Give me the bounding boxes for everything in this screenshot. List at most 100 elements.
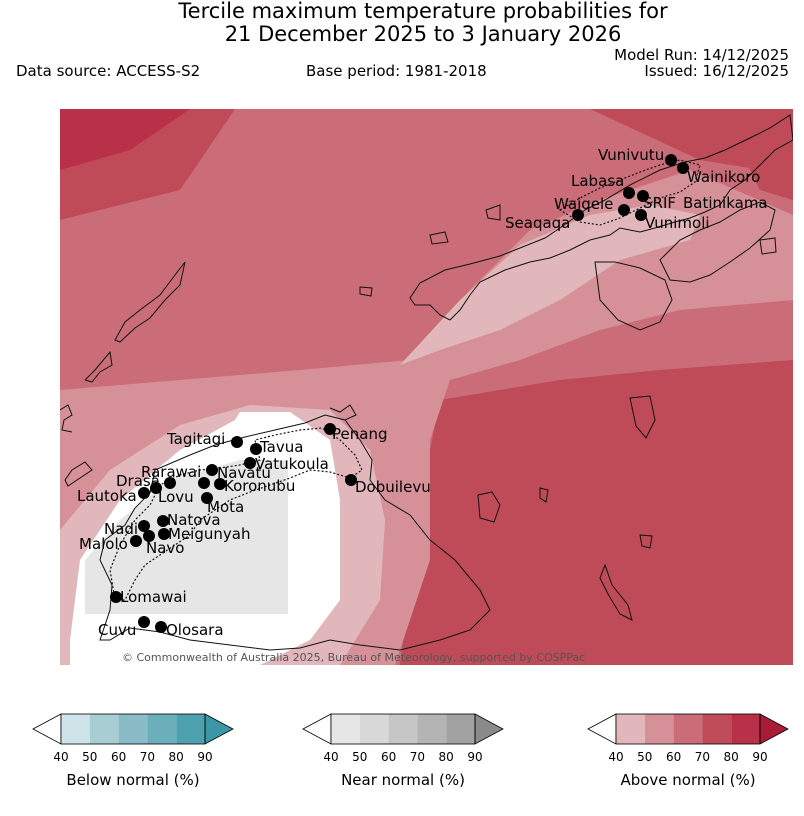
above-40-50-north-tongue bbox=[400, 205, 700, 365]
station-natova bbox=[157, 515, 169, 527]
near-normal-tick-90: 90 bbox=[467, 750, 482, 764]
label-koronubu: Koronubu bbox=[224, 477, 295, 495]
below-normal-tick-90: 90 bbox=[197, 750, 212, 764]
above-normal-tick-40: 40 bbox=[608, 750, 623, 764]
near-normal-swatch-50 bbox=[359, 714, 389, 744]
label-navatu: Navatu bbox=[217, 464, 271, 482]
below-normal-tick-60: 60 bbox=[111, 750, 126, 764]
station-meigunyah bbox=[158, 528, 170, 540]
station-wainikoro bbox=[677, 162, 689, 174]
label-lomawai: Lomawai bbox=[120, 588, 187, 606]
below-normal-tick-50: 50 bbox=[82, 750, 97, 764]
coast-vanua-levu bbox=[409, 114, 793, 321]
issued-date: Issued: 16/12/2025 bbox=[644, 62, 789, 80]
station-waiqele bbox=[618, 204, 630, 216]
coast-taveuni bbox=[659, 201, 776, 283]
below-normal-tick-70: 70 bbox=[140, 750, 155, 764]
station-mota bbox=[201, 492, 213, 504]
coast-island-3 bbox=[359, 286, 373, 297]
label-tavua: Tavua bbox=[259, 438, 303, 456]
station-lautoka bbox=[138, 487, 150, 499]
label-labasa: Labasa bbox=[571, 172, 624, 190]
copyright-notice: © Commonwealth of Australia 2025, Bureau… bbox=[122, 651, 585, 664]
above-normal-swatch-50 bbox=[644, 714, 674, 744]
label-vunimoli: Vunimoli bbox=[645, 214, 710, 232]
label-cuvu: Cuvu bbox=[98, 621, 136, 639]
coast-island-5 bbox=[485, 204, 501, 221]
below-normal-under-arrow bbox=[32, 713, 62, 745]
station-nadi bbox=[138, 520, 150, 532]
near-normal-frame bbox=[330, 713, 476, 745]
below-normal-swatch-50 bbox=[89, 714, 119, 744]
label-waiqele: Waiqele bbox=[554, 195, 613, 213]
station-vatukoula bbox=[244, 457, 256, 469]
above-normal-swatch-80 bbox=[731, 714, 760, 744]
label-srif: SRIF bbox=[643, 194, 676, 212]
label-meigunyah: Meigunyah bbox=[168, 525, 250, 543]
label-natova: Natova bbox=[167, 511, 221, 529]
near-normal-under-arrow bbox=[302, 713, 332, 745]
data-source: Data source: ACCESS-S2 bbox=[16, 62, 201, 80]
below-normal-colorbar: 40 50 60 70 80 90 Below normal (%) bbox=[32, 713, 234, 789]
near-normal-colorbar-title: Near normal (%) bbox=[341, 771, 465, 789]
above-normal-under-arrow bbox=[587, 713, 617, 745]
coast-island-6 bbox=[759, 237, 777, 255]
base-period: Base period: 1981-2018 bbox=[306, 62, 487, 80]
label-nadi: Nadi bbox=[104, 520, 138, 538]
below-normal-swatch-80 bbox=[176, 714, 205, 744]
station-labels: Vunivutu Wainikoro Labasa Waiqele SRIF B… bbox=[77, 146, 768, 639]
station-dobuilevu bbox=[345, 474, 357, 486]
coastlines bbox=[60, 114, 793, 651]
station-lomawai bbox=[110, 591, 122, 603]
colorbar-legends: 40 50 60 70 80 90 Below normal (%) 40 50 60 70 80 90… bbox=[32, 713, 789, 789]
above-normal-tick-80: 80 bbox=[724, 750, 739, 764]
station-navatu bbox=[206, 464, 218, 476]
label-dobuilevu: Dobuilevu bbox=[355, 478, 431, 496]
label-vatukoula: Vatukoula bbox=[255, 455, 329, 473]
near-normal-tick-70: 70 bbox=[410, 750, 425, 764]
above-60-70-northeast bbox=[740, 140, 793, 200]
above-normal-tick-70: 70 bbox=[695, 750, 710, 764]
below-normal-swatch-60 bbox=[118, 714, 148, 744]
station-penang bbox=[324, 423, 336, 435]
near-normal-swatch-60 bbox=[388, 714, 418, 744]
station-olosara bbox=[155, 621, 167, 633]
label-lovu: Lovu bbox=[158, 488, 194, 506]
label-vunivutu: Vunivutu bbox=[598, 146, 664, 164]
station-navo bbox=[143, 530, 155, 542]
station-seaqaqa bbox=[572, 209, 584, 221]
coast-island-2 bbox=[639, 534, 653, 549]
above-normal-over-arrow bbox=[759, 713, 789, 745]
near-normal-swatch-80 bbox=[446, 714, 475, 744]
coast-island-1 bbox=[539, 487, 549, 503]
below-normal-over-arrow bbox=[204, 713, 234, 745]
map-title: Tercile maximum temperature probabilitie… bbox=[0, 0, 804, 46]
station-koronubu-west bbox=[198, 477, 210, 489]
model-run: Model Run: 14/12/2025 bbox=[614, 46, 789, 64]
near-normal-swatch-70 bbox=[417, 714, 447, 744]
coast-beqa bbox=[477, 491, 501, 523]
coast-westerly-islands bbox=[60, 404, 73, 433]
boundary-northern-division bbox=[558, 159, 701, 226]
coast-koro-area bbox=[594, 261, 673, 331]
coast-reef-islet-1 bbox=[84, 350, 113, 383]
coast-kadavu bbox=[599, 563, 633, 621]
label-tagitagi: Tagitagi bbox=[166, 430, 225, 448]
station-tagitagi bbox=[231, 436, 243, 448]
near-normal-over-arrow bbox=[474, 713, 504, 745]
title-line-2: 21 December 2025 to 3 January 2026 bbox=[224, 22, 622, 46]
above-normal-tick-90: 90 bbox=[752, 750, 767, 764]
below-normal-tick-40: 40 bbox=[53, 750, 68, 764]
station-tavua bbox=[250, 443, 262, 455]
above-normal-swatch-60 bbox=[673, 714, 703, 744]
below-normal-frame bbox=[60, 713, 206, 745]
station-drasa bbox=[150, 482, 162, 494]
label-rarawai: Rarawai bbox=[141, 463, 201, 481]
above-normal-colorbar: 40 50 60 70 80 90 Above normal (%) bbox=[587, 713, 789, 789]
station-malolo bbox=[130, 535, 142, 547]
coast-penang-inlet bbox=[329, 404, 357, 421]
near-normal-tick-80: 80 bbox=[439, 750, 454, 764]
above-normal-swatch-40 bbox=[616, 714, 645, 744]
coast-mamanuca bbox=[64, 461, 93, 487]
